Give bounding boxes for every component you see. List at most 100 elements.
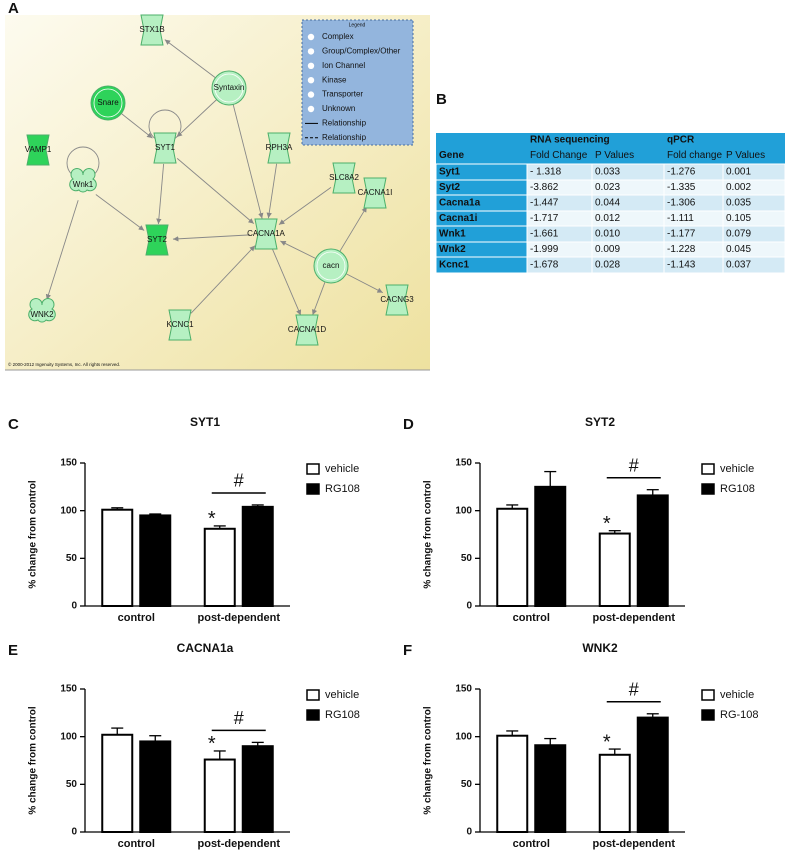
table-cell-text: -1.306 [667,198,696,209]
x-tick-label: post-dependent [593,838,676,850]
bar [241,745,274,834]
significance-marker: # [234,708,244,728]
table-cell-text: -1.228 [667,244,696,255]
legend-swatch [306,483,320,495]
bar [101,508,134,608]
network-node [363,177,387,209]
y-tick-label: 150 [60,684,77,695]
legend-swatch [701,689,715,701]
network-node-label: CACNA1D [288,325,326,334]
legend-icon [307,33,315,41]
legend-label: RG108 [325,709,360,721]
table-cell-text: 0.044 [595,198,620,209]
network-node-label: KCNC1 [166,320,194,329]
y-tick-label: 150 [455,684,472,695]
y-tick-label: 100 [60,505,77,516]
x-tick-label: control [118,612,155,624]
table-cell-text: 0.012 [595,213,620,224]
x-tick-label: control [513,838,550,850]
network-edge [176,158,255,224]
y-axis-label: % change from control [28,480,39,589]
table-column: P Values [726,150,765,161]
y-tick-label: 0 [71,601,77,612]
network-node [211,70,247,106]
chart-title: SYT2 [585,415,615,429]
legend-swatch [701,709,715,721]
x-tick-label: post-dependent [198,612,281,624]
legend-swatch [306,463,320,475]
network-edge [345,273,383,294]
x-tick-label: post-dependent [198,838,281,850]
bar [139,514,172,608]
bar [241,505,274,607]
legend-label: Complex [322,32,354,41]
bar [101,733,134,834]
network-node-label: CACNG3 [380,295,414,304]
network-edge [271,248,302,316]
network-node-label: SLC8A2 [329,173,359,182]
network-node-ring [93,88,123,118]
panel-label: B [436,91,447,108]
copyright: © 2000-2012 Ingenuity Systems, Inc. All … [8,361,120,367]
network-node-label: VAMP1 [25,145,52,154]
network-node [254,218,278,250]
y-axis-label: % change from control [28,706,39,815]
legend-icon [307,91,315,98]
network-edge [156,163,165,225]
table-cell-text: -1.335 [667,182,696,193]
significance-marker: * [208,508,216,530]
table-cell-text: -1.661 [530,229,559,240]
table-cell-text: -1.111 [667,213,694,224]
bar [534,744,567,833]
legend-label: Group/Complex/Other [322,47,401,56]
y-tick-label: 0 [71,827,77,838]
bar [496,734,529,833]
y-tick-label: 100 [455,731,472,742]
network-edge [280,240,316,259]
legend-swatch [701,483,715,495]
chart-title: CACNA1a [177,641,234,655]
legend-icon [307,77,315,84]
y-tick-label: 50 [66,553,78,564]
legend-icon [307,105,315,113]
chart-title: SYT1 [190,415,220,429]
legend-icon [307,62,315,69]
bar [496,507,529,608]
network-node [69,168,97,193]
table-cell-text: Wnk1 [439,229,466,240]
legend-box [301,19,414,146]
table-cell-text: 0.009 [595,244,620,255]
network-edge [190,245,256,314]
y-tick-label: 150 [455,458,472,469]
panel-label: E [8,642,18,659]
network-edge [95,194,145,231]
network-node-label: SYT1 [155,143,176,152]
table-cell-text: -1.447 [530,198,559,209]
legend-label: vehicle [325,463,359,475]
legend-label: Ion Channel [322,61,365,70]
network-edge [266,163,278,219]
y-axis-label: % change from control [423,706,434,815]
network-node [140,14,164,46]
network-node [28,298,56,323]
panel-label: C [8,416,19,433]
x-tick-label: control [118,838,155,850]
legend-swatch [306,689,320,701]
table-cell-text: 0.033 [595,167,620,178]
legend-label: RG108 [720,483,755,495]
network-node-label: STX1B [139,25,164,34]
table-cell-text: -1.276 [667,167,696,178]
y-tick-label: 150 [60,458,77,469]
y-tick-label: 50 [461,553,473,564]
network-node-label: CACNA1A [247,229,285,238]
panel-label: A [8,0,19,17]
network-node-label: WNK2 [30,310,54,319]
y-tick-label: 50 [66,779,78,790]
table-cell [722,256,786,274]
y-tick-label: 100 [60,731,77,742]
table-cell-text: Kcnc1 [439,260,469,271]
table-group: qPCR [667,135,695,146]
network-node-label: Snare [97,98,119,107]
legend-label: Relationship [322,119,367,128]
